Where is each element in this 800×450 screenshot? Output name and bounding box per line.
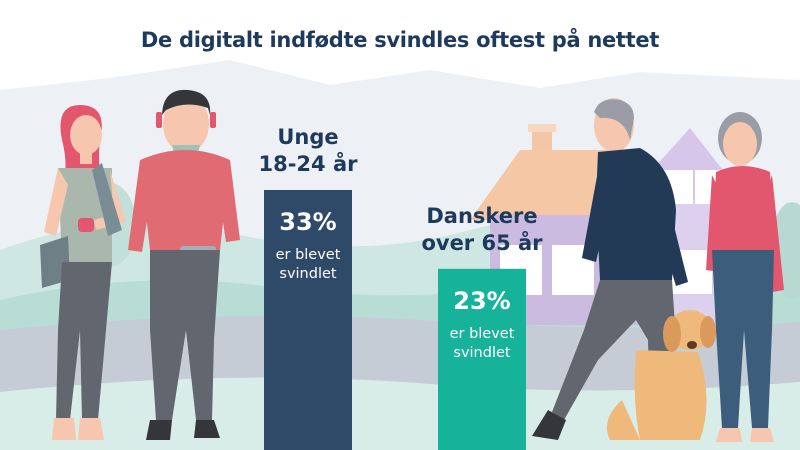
category-label-line: over 65 år [421,230,543,255]
bar-caption-2: er blevet svindlet [438,325,526,363]
bar-2 [438,268,526,450]
bar-caption-line: svindlet [453,344,511,361]
category-label-line: Unge [277,125,339,149]
data-label-2: 23% [453,286,511,315]
elderly-man-illustration [532,98,688,440]
bar-caption-1: er blevet svindlet [264,246,352,284]
category-label-line: Danskere [426,203,538,228]
young-man-illustration [128,89,240,440]
chart-title: De digitalt indfødte svindles oftest på … [140,28,660,52]
dog-illustration [606,310,716,440]
category-label-line: 18-24 år [258,152,358,176]
bar-1 [264,190,352,450]
category-label-2: Danskere over 65 år [392,203,572,257]
young-woman-illustration [40,105,126,440]
data-label-1: 33% [279,208,337,236]
category-label-1: Unge 18-24 år [218,124,398,178]
elderly-woman-illustration [706,112,784,442]
bar-caption-line: svindlet [279,266,337,282]
bar-caption-line: er blevet [449,325,515,342]
bar-caption-line: er blevet [275,247,341,263]
bar-group [264,190,526,450]
